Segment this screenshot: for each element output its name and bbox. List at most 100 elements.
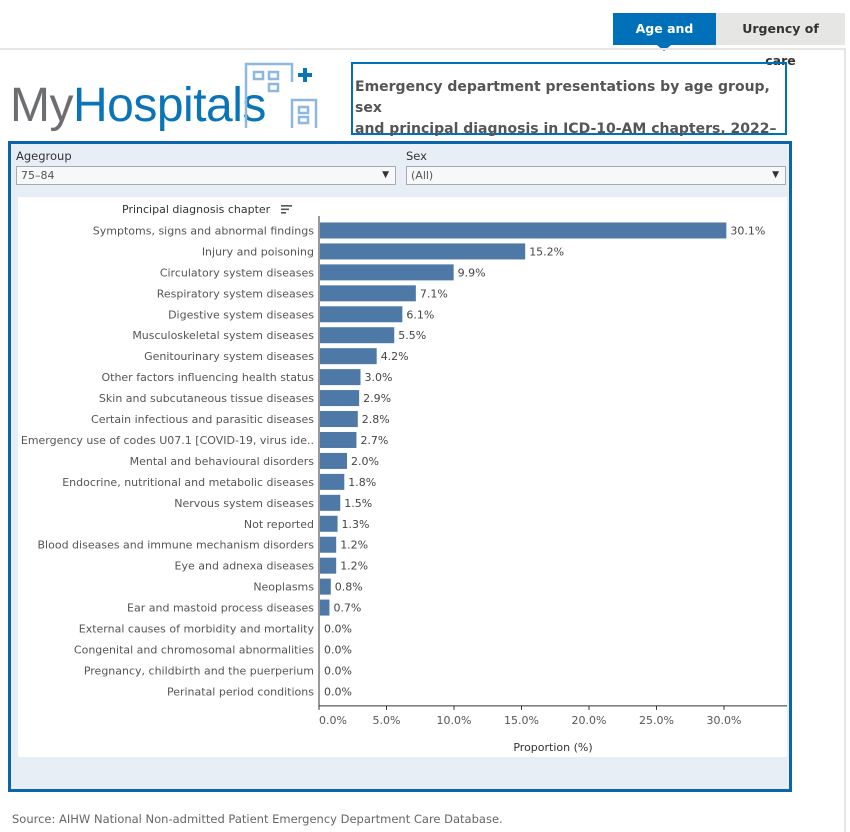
category-label: Pregnancy, childbirth and the puerperium — [84, 664, 314, 677]
value-label: 1.2% — [340, 539, 368, 552]
bar-row[interactable]: Pregnancy, childbirth and the puerperium… — [84, 664, 352, 677]
chart-area: Principal diagnosis chapter Symptoms, si… — [18, 197, 787, 757]
view-tabs: Age and sex Urgency of care — [613, 13, 845, 68]
bar-row[interactable]: External causes of morbidity and mortali… — [79, 623, 352, 636]
bar-row[interactable]: Musculoskeletal system diseases 5.5% — [132, 327, 426, 344]
chart-title-box: Emergency department presentations by ag… — [351, 62, 787, 158]
bar-row[interactable]: Other factors influencing health status 3… — [101, 369, 393, 386]
agegroup-filter-label: Agegroup — [16, 149, 72, 163]
bar-row[interactable]: Endocrine, nutritional and metabolic dis… — [62, 473, 376, 490]
bar-row[interactable]: Skin and subcutaneous tissue diseases 2.9… — [99, 390, 391, 407]
value-label: 0.8% — [335, 581, 363, 594]
x-tick-label: 10.0% — [437, 714, 472, 727]
bar-row[interactable]: Not reported 1.3% — [244, 515, 370, 532]
bar-row[interactable]: Genitourinary system diseases 4.2% — [144, 348, 409, 365]
value-label: 4.2% — [381, 350, 409, 363]
bar-row[interactable]: Neoplasms 0.8% — [253, 578, 363, 595]
category-label: Musculoskeletal system diseases — [132, 329, 314, 342]
category-label: Respiratory system diseases — [157, 287, 315, 300]
bar[interactable] — [320, 473, 345, 490]
bar-row[interactable]: Injury and poisoning 15.2% — [202, 243, 564, 260]
bar[interactable] — [320, 494, 341, 511]
category-label: Not reported — [244, 518, 314, 531]
myhospitals-logo: MyHospitals — [10, 60, 330, 140]
y-axis-title: Principal diagnosis chapter — [122, 203, 271, 216]
bar[interactable] — [320, 369, 361, 386]
bar-row[interactable]: Eye and adnexa diseases 1.2% — [175, 557, 369, 574]
category-label: Ear and mastoid process diseases — [127, 602, 314, 615]
bar-row[interactable]: Respiratory system diseases 7.1% — [157, 285, 448, 302]
x-tick-label: 30.0% — [707, 714, 742, 727]
sex-select[interactable]: (All) ▼ — [406, 166, 786, 185]
value-label: 5.5% — [398, 329, 426, 342]
bar[interactable] — [320, 264, 454, 281]
value-label: 1.2% — [340, 560, 368, 573]
bar-row[interactable]: Congenital and chromosomal abnormalities… — [74, 643, 352, 656]
bar[interactable] — [320, 557, 337, 574]
chart-title-line-1: Emergency department presentations by ag… — [355, 79, 770, 116]
value-label: 1.8% — [348, 476, 376, 489]
agegroup-select-value: 75–84 — [21, 169, 55, 182]
bar-row[interactable]: Digestive system diseases 6.1% — [168, 306, 434, 323]
bar[interactable] — [320, 390, 360, 407]
bar[interactable] — [320, 431, 357, 448]
value-label: 7.1% — [420, 287, 448, 300]
category-label: Perinatal period conditions — [167, 685, 314, 698]
bar[interactable] — [320, 452, 347, 469]
bar-row[interactable]: Mental and behavioural disorders 2.0% — [130, 452, 379, 469]
sex-filter-label: Sex — [406, 149, 427, 163]
value-label: 3.0% — [365, 371, 393, 384]
bar[interactable] — [320, 599, 330, 616]
bar-row[interactable]: Nervous system diseases 1.5% — [174, 494, 372, 511]
category-label: Skin and subcutaneous tissue diseases — [99, 392, 314, 405]
category-label: Blood diseases and immune mechanism diso… — [38, 539, 315, 552]
x-tick-label: 25.0% — [639, 714, 674, 727]
bar-row[interactable]: Emergency use of codes U07.1 [COVID-19, … — [21, 431, 389, 448]
bar[interactable] — [320, 578, 331, 595]
dropdown-arrow-icon: ▼ — [772, 170, 779, 180]
bar-row[interactable]: Symptoms, signs and abnormal findings 30.… — [93, 222, 766, 239]
bar[interactable] — [320, 348, 377, 365]
value-label: 15.2% — [529, 245, 564, 258]
category-label: Congenital and chromosomal abnormalities — [74, 643, 314, 656]
bar[interactable] — [320, 306, 403, 323]
value-label: 30.1% — [730, 224, 765, 237]
bar-row[interactable]: Circulatory system diseases 9.9% — [160, 264, 486, 281]
category-label: Injury and poisoning — [202, 245, 314, 258]
value-label: 2.9% — [363, 392, 391, 405]
category-label: Eye and adnexa diseases — [175, 560, 315, 573]
category-label: Mental and behavioural disorders — [130, 455, 315, 468]
category-label: Digestive system diseases — [168, 308, 314, 321]
tab-age-and-sex[interactable]: Age and sex — [613, 13, 716, 68]
x-tick-label: 0.0% — [319, 714, 347, 727]
bar-row[interactable]: Certain infectious and parasitic disease… — [91, 411, 390, 428]
bar[interactable] — [320, 515, 338, 532]
x-tick-label: 15.0% — [504, 714, 539, 727]
bar[interactable] — [320, 222, 727, 239]
bar[interactable] — [320, 411, 358, 428]
value-label: 1.5% — [344, 497, 372, 510]
bar-chart: Principal diagnosis chapter Symptoms, si… — [21, 203, 787, 754]
value-label: 0.0% — [324, 664, 352, 677]
category-label: Emergency use of codes U07.1 [COVID-19, … — [21, 434, 314, 447]
agegroup-select[interactable]: 75–84 ▼ — [16, 166, 396, 185]
category-label: Other factors influencing health status — [101, 371, 314, 384]
value-label: 0.0% — [324, 685, 352, 698]
bar-row[interactable]: Blood diseases and immune mechanism diso… — [38, 536, 369, 553]
bar[interactable] — [320, 327, 395, 344]
dashboard-panel: Agegroup 75–84 ▼ Sex (All) ▼ Principal d… — [8, 141, 792, 792]
value-label: 2.8% — [362, 413, 390, 426]
sort-icon[interactable] — [281, 205, 292, 214]
bar[interactable] — [320, 243, 526, 260]
bar-row[interactable]: Ear and mastoid process diseases 0.7% — [127, 599, 361, 616]
value-label: 0.0% — [324, 623, 352, 636]
category-label: Circulatory system diseases — [160, 266, 314, 279]
bar-row[interactable]: Perinatal period conditions 0.0% — [167, 685, 352, 698]
category-label: Nervous system diseases — [174, 497, 314, 510]
bar[interactable] — [320, 285, 416, 302]
tab-urgency-of-care[interactable]: Urgency of care — [716, 13, 845, 68]
value-label: 9.9% — [458, 266, 486, 279]
bar[interactable] — [320, 536, 337, 553]
content-frame — [0, 48, 846, 832]
value-label: 6.1% — [406, 308, 434, 321]
